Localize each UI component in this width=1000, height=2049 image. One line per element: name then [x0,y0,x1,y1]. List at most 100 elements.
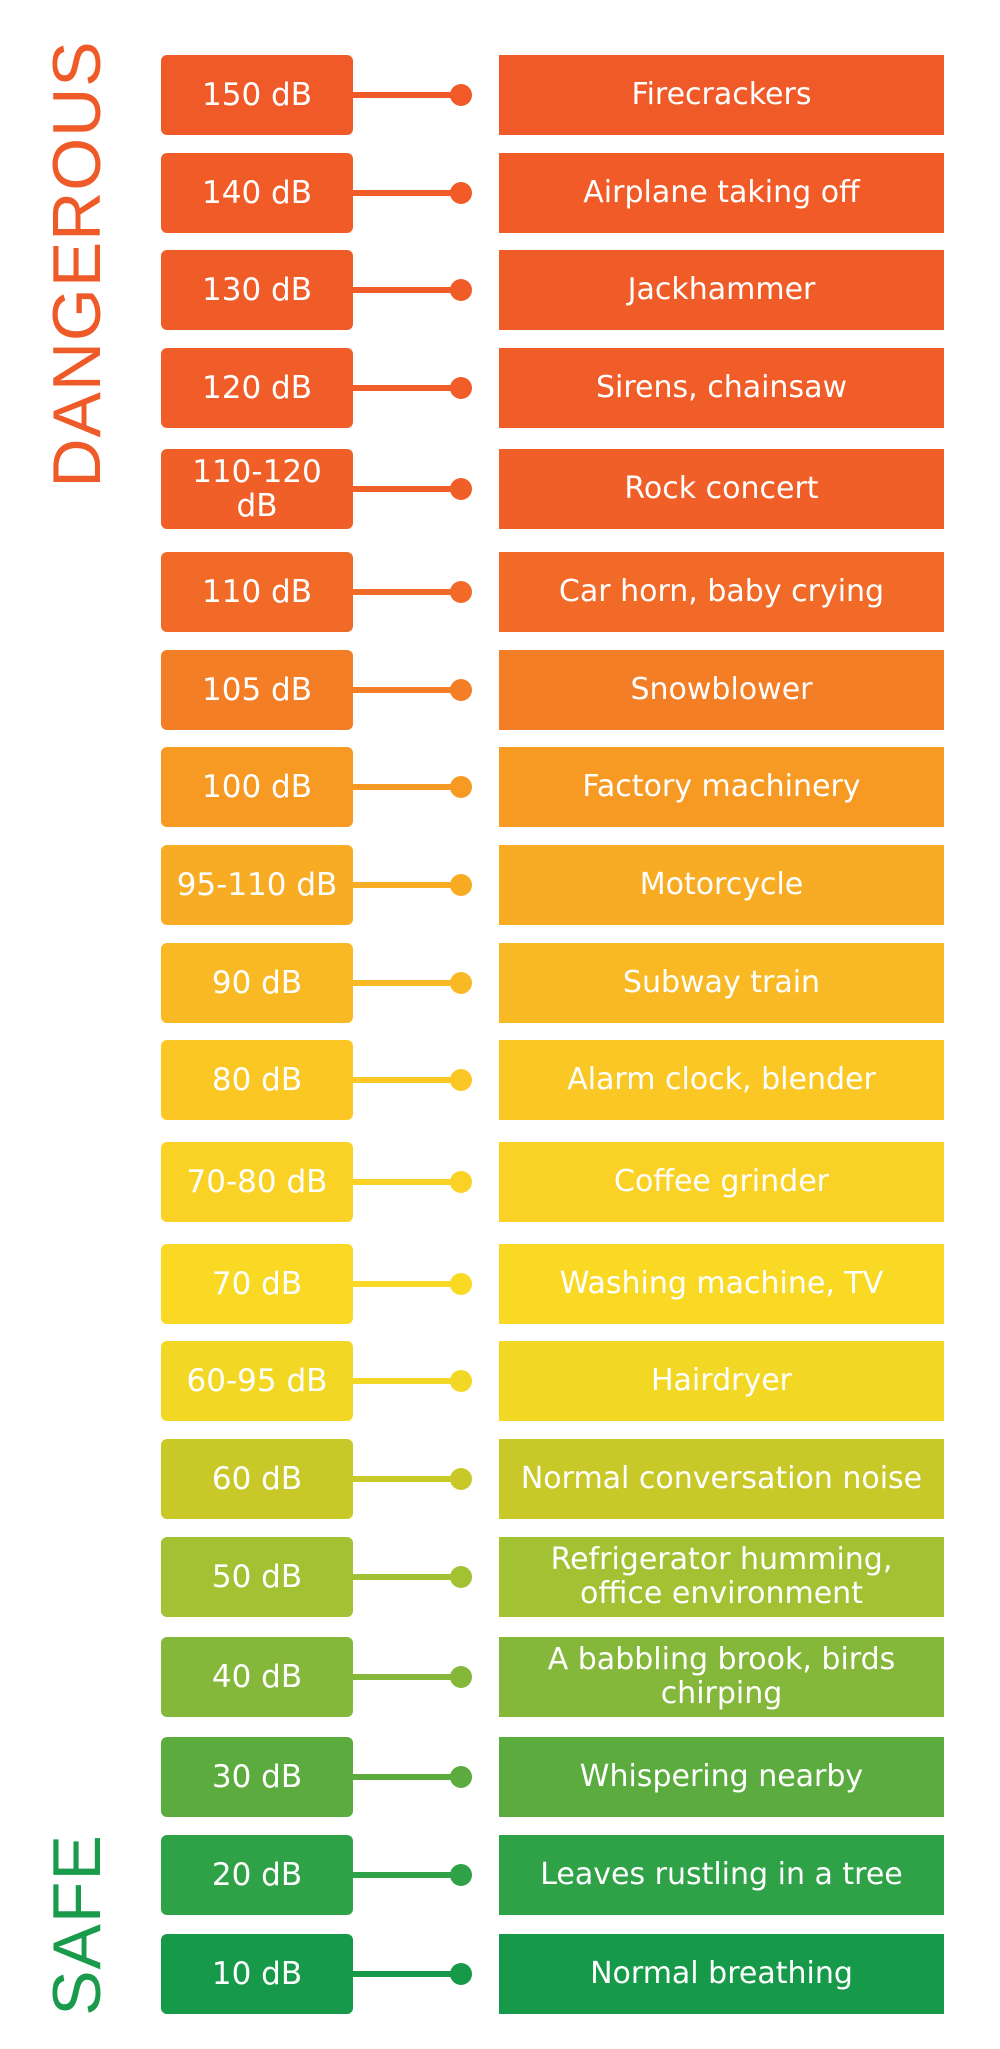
connector-line [350,687,460,693]
sound-source-label: Subway train [499,943,944,1023]
connector-dot [450,84,472,106]
decibel-badge: 105 dB [161,650,353,730]
level-row: 140 dB Airplane taking off [0,153,1000,233]
connector-line [350,980,460,986]
connector-line [350,486,460,492]
decibel-badge: 110 dB [161,552,353,632]
decibel-badge: 140 dB [161,153,353,233]
sound-source-label: Alarm clock, blender [499,1040,944,1120]
level-row: 110 dB Car horn, baby crying [0,552,1000,632]
decibel-badge: 60-95 dB [161,1341,353,1421]
connector-line [350,1674,460,1680]
connector-dot [450,1864,472,1886]
connector-line [350,882,460,888]
connector-line [350,1378,460,1384]
level-row: 95-110 dB Motorcycle [0,845,1000,925]
level-row: 20 dB Leaves rustling in a tree [0,1835,1000,1915]
decibel-badge: 90 dB [161,943,353,1023]
level-row: 30 dB Whispering nearby [0,1737,1000,1817]
level-row: 70 dB Washing machine, TV [0,1244,1000,1324]
connector-line [350,1574,460,1580]
sound-source-label: Rock concert [499,449,944,529]
decibel-badge: 120 dB [161,348,353,428]
sound-source-label: Refrigerator humming, office environment [499,1537,944,1617]
level-row: 40 dB A babbling brook, birds chirping [0,1637,1000,1717]
sound-source-label: Airplane taking off [499,153,944,233]
connector-dot [450,1069,472,1091]
connector-dot [450,679,472,701]
sound-source-label: A babbling brook, birds chirping [499,1637,944,1717]
decibel-badge: 30 dB [161,1737,353,1817]
connector-dot [450,377,472,399]
connector-dot [450,182,472,204]
decibel-badge: 80 dB [161,1040,353,1120]
level-row: 50 dB Refrigerator humming, office enviro… [0,1537,1000,1617]
connector-dot [450,279,472,301]
connector-line [350,1179,460,1185]
decibel-badge: 10 dB [161,1934,353,2014]
connector-dot [450,776,472,798]
decibel-badge: 100 dB [161,747,353,827]
level-row: 70-80 dB Coffee grinder [0,1142,1000,1222]
connector-dot [450,972,472,994]
decibel-badge: 70-80 dB [161,1142,353,1222]
level-row: 150 dB Firecrackers [0,55,1000,135]
sound-source-label: Normal conversation noise [499,1439,944,1519]
connector-line [350,287,460,293]
connector-line [350,1774,460,1780]
connector-dot [450,581,472,603]
connector-line [350,1872,460,1878]
sound-source-label: Sirens, chainsaw [499,348,944,428]
sound-source-label: Leaves rustling in a tree [499,1835,944,1915]
level-row: 120 dB Sirens, chainsaw [0,348,1000,428]
connector-dot [450,1963,472,1985]
sound-source-label: Snowblower [499,650,944,730]
level-row: 60-95 dB Hairdryer [0,1341,1000,1421]
level-row: 60 dB Normal conversation noise [0,1439,1000,1519]
level-row: 100 dB Factory machinery [0,747,1000,827]
decibel-badge: 50 dB [161,1537,353,1617]
connector-dot [450,874,472,896]
connector-line [350,385,460,391]
sound-source-label: Firecrackers [499,55,944,135]
connector-dot [450,1468,472,1490]
connector-line [350,92,460,98]
level-row: 80 dB Alarm clock, blender [0,1040,1000,1120]
connector-line [350,1971,460,1977]
level-row: 130 dB Jackhammer [0,250,1000,330]
decibel-badge: 130 dB [161,250,353,330]
sound-source-label: Coffee grinder [499,1142,944,1222]
decibel-badge: 40 dB [161,1637,353,1717]
connector-dot [450,1370,472,1392]
sound-source-label: Normal breathing [499,1934,944,2014]
connector-line [350,784,460,790]
connector-line [350,1077,460,1083]
connector-dot [450,1666,472,1688]
level-row: 110-120 dB Rock concert [0,449,1000,529]
decibel-badge: 95-110 dB [161,845,353,925]
decibel-badge: 150 dB [161,55,353,135]
level-row: 10 dB Normal breathing [0,1934,1000,2014]
sound-source-label: Motorcycle [499,845,944,925]
sound-source-label: Jackhammer [499,250,944,330]
sound-source-label: Factory machinery [499,747,944,827]
sound-source-label: Washing machine, TV [499,1244,944,1324]
level-row: 90 dB Subway train [0,943,1000,1023]
connector-dot [450,1273,472,1295]
level-row: 105 dB Snowblower [0,650,1000,730]
connector-line [350,190,460,196]
decibel-badge: 20 dB [161,1835,353,1915]
connector-dot [450,1171,472,1193]
decibel-badge: 70 dB [161,1244,353,1324]
connector-line [350,589,460,595]
connector-dot [450,1566,472,1588]
connector-line [350,1281,460,1287]
connector-line [350,1476,460,1482]
connector-dot [450,1766,472,1788]
decibel-badge: 60 dB [161,1439,353,1519]
connector-dot [450,478,472,500]
sound-source-label: Hairdryer [499,1341,944,1421]
sound-source-label: Whispering nearby [499,1737,944,1817]
sound-source-label: Car horn, baby crying [499,552,944,632]
decibel-badge: 110-120 dB [161,449,353,529]
